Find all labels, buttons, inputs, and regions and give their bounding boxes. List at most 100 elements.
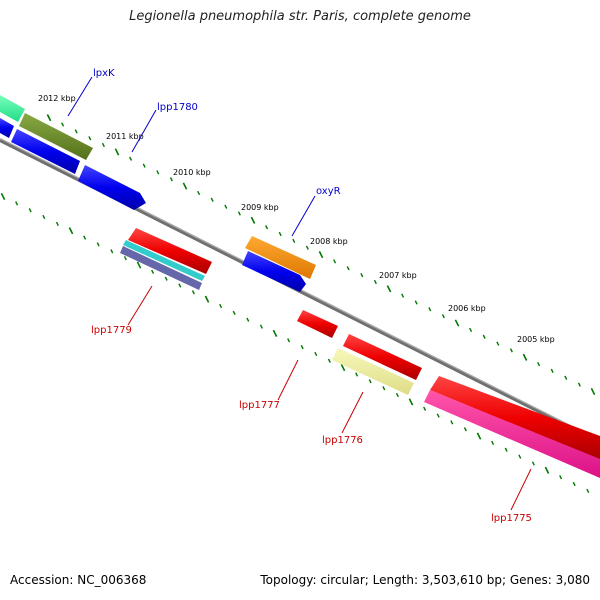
scale-tick-minor (232, 310, 236, 316)
scale-tick-minor (15, 201, 19, 206)
gene-feature-mint[interactable] (0, 95, 25, 122)
scale-tick-minor (436, 413, 440, 418)
gene-feature-cyan[interactable] (123, 240, 205, 281)
gene-feature-oxyR[interactable] (245, 236, 316, 279)
scale-tick-major (272, 329, 278, 337)
scale-tick-minor (572, 481, 576, 487)
features-forward (0, 95, 316, 292)
scale-label: 2011 kbp (106, 132, 144, 141)
scale-tick-major (136, 261, 142, 269)
scale-tick-major (0, 192, 6, 201)
scale-tick-minor (314, 351, 318, 357)
gene-feature-lpxK[interactable] (19, 113, 93, 160)
gene-feature-lpp1779-red[interactable] (128, 228, 212, 274)
scale-tick-minor (61, 122, 65, 127)
scale-tick-minor (156, 170, 160, 175)
scale-tick-major (340, 364, 346, 372)
scale-tick-minor (151, 269, 155, 274)
scale-tick-minor (224, 204, 228, 209)
gene-feature-lpp1779[interactable] (120, 246, 202, 290)
scale-tick-minor (482, 334, 486, 339)
gene-feature-lpp1777[interactable] (297, 310, 338, 338)
scale-tick-minor (197, 190, 201, 196)
gene-feature-blue-left[interactable] (0, 118, 14, 138)
scale-tick-minor (164, 276, 168, 281)
scale-tick-minor (300, 344, 304, 350)
scale-tick-minor (237, 211, 241, 216)
scale-tick-minor (83, 235, 87, 240)
gene-feature-lpp1776[interactable] (332, 348, 414, 395)
scale-tick-minor (360, 272, 364, 278)
callout-line-lpp1775 (510, 468, 532, 511)
scale-tick-minor (428, 307, 432, 312)
scale-tick-minor (450, 420, 454, 425)
scale-tick-major (182, 182, 188, 190)
scale-tick-minor (401, 293, 405, 298)
scale-label: 2008 kbp (310, 237, 348, 246)
scale-tick-minor (246, 317, 250, 322)
gene-feature-lpp1780[interactable] (11, 129, 80, 174)
scale-tick-minor (265, 225, 269, 230)
scale-tick-major (590, 387, 596, 396)
scale-tick-minor (368, 379, 372, 384)
scale-tick-minor (28, 208, 32, 213)
scale-tick-major (522, 353, 528, 361)
scale-label: 2012 kbp (38, 94, 76, 103)
gene-feature-red-long[interactable] (430, 376, 600, 460)
scale-label: 2005 kbp (517, 335, 555, 344)
gene-feature-red-mid[interactable] (343, 334, 422, 380)
scale-tick-major (46, 114, 52, 122)
gene-label-lpp1775[interactable]: lpp1775 (491, 513, 532, 524)
scale-tick-minor (559, 475, 563, 480)
scale-tick-minor (74, 129, 78, 134)
scale-tick-minor (219, 303, 223, 309)
scale-tick-minor (110, 249, 114, 254)
scale-tick-minor (305, 245, 309, 250)
gene-label-lpp1780[interactable]: lpp1780 (157, 102, 198, 113)
callout-line-lpp1776 (341, 391, 364, 434)
scale-tick-major (68, 227, 74, 235)
scale-ticks-upper (46, 114, 596, 396)
callout-line-lpp1779 (127, 285, 153, 326)
gene-labels: lpxK lpp1780 oxyR lpp1779 lpp1777 lpp177… (91, 68, 532, 524)
scale-tick-minor (292, 238, 296, 244)
scale-tick-minor (96, 242, 100, 247)
scale-label: 2006 kbp (448, 304, 486, 313)
scale-tick-minor (496, 341, 500, 346)
scale-ticks-lower (0, 192, 590, 494)
features-reverse (120, 228, 600, 478)
gene-feature-blue-oxy[interactable] (242, 251, 306, 292)
scale-tick-minor (259, 324, 263, 329)
gene-label-lpxK[interactable]: lpxK (93, 68, 115, 79)
scale-tick-minor (169, 177, 173, 182)
scale-label: 2007 kbp (379, 271, 417, 280)
scale-tick-major (204, 295, 210, 303)
scale-tick-minor (509, 348, 513, 353)
scale-tick-major (114, 148, 120, 156)
gene-label-lpp1777[interactable]: lpp1777 (239, 400, 280, 411)
gene-label-oxyR[interactable]: oxyR (316, 186, 341, 197)
scale-tick-minor (346, 266, 350, 271)
scale-tick-major (386, 285, 392, 293)
callout-line-lpp1777 (277, 359, 299, 401)
scale-tick-minor (550, 368, 554, 374)
scale-tick-minor (537, 361, 541, 367)
gene-feature-lpp1775[interactable] (424, 390, 600, 478)
scale-tick-minor (287, 338, 291, 343)
scale-tick-major (318, 251, 324, 259)
scale-tick-minor (469, 327, 473, 333)
scale-tick-minor (88, 136, 92, 141)
scale-tick-minor (278, 231, 282, 237)
gene-label-lpp1779[interactable]: lpp1779 (91, 325, 132, 336)
scale-tick-minor (178, 283, 182, 288)
scale-label: 2009 kbp (241, 203, 279, 212)
gene-callouts (67, 76, 532, 511)
gene-feature-blue[interactable] (78, 165, 146, 210)
scale-tick-minor (577, 382, 581, 387)
gene-label-lpp1776[interactable]: lpp1776 (322, 435, 363, 446)
scale-tick-minor (518, 454, 522, 459)
scale-tick-major (544, 466, 550, 474)
accession-text: Accession: NC_006368 (10, 573, 147, 587)
scale-tick-minor (55, 221, 59, 227)
